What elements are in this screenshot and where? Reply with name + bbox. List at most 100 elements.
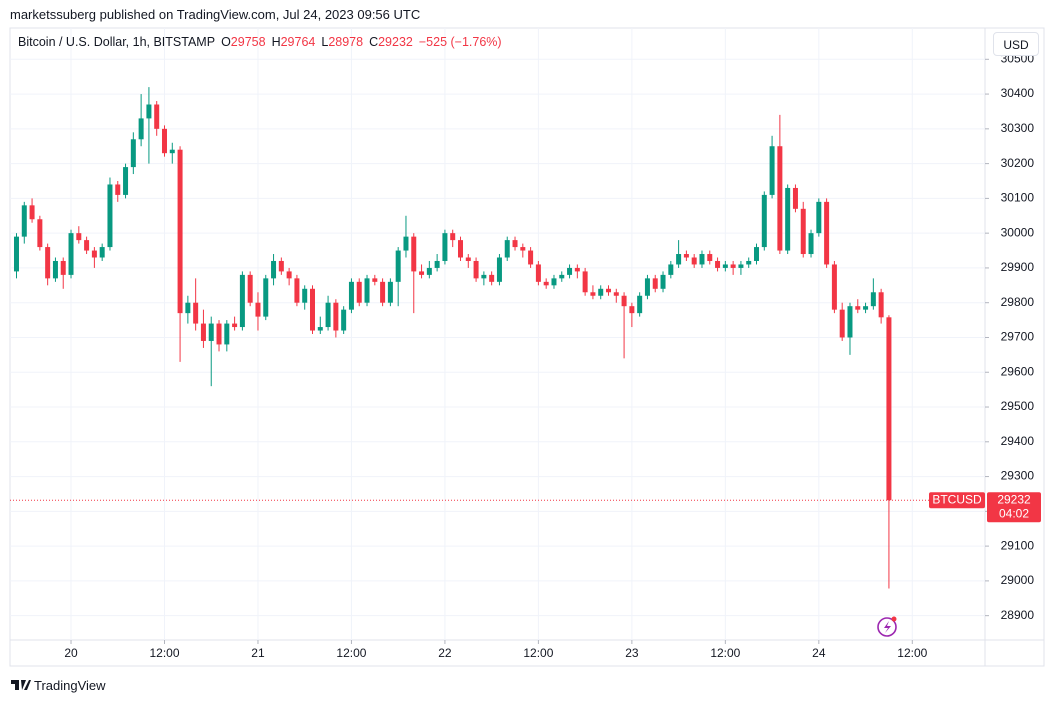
candle-body <box>683 254 689 258</box>
candle-body <box>824 201 830 265</box>
candle-body <box>839 309 845 338</box>
candle-body <box>590 292 596 296</box>
candle-body <box>123 167 129 195</box>
candle-body <box>574 267 580 272</box>
x-tick-label: 22 <box>438 646 452 660</box>
candle-body <box>520 247 526 251</box>
legend-value: 28978 <box>328 35 364 49</box>
y-tick-label: 30000 <box>1001 225 1035 239</box>
candle-body <box>816 201 822 234</box>
candle-body <box>302 288 308 303</box>
x-tick-label: 12:00 <box>523 646 553 660</box>
candle-body <box>154 104 160 129</box>
legend-value: 29758 <box>230 35 266 49</box>
candle-body <box>21 205 27 237</box>
candle-body <box>878 292 884 318</box>
candle-body <box>613 292 619 296</box>
candle-body <box>473 260 479 279</box>
symbol-title: Bitcoin / U.S. Dollar, 1h, BITSTAMP <box>18 35 216 49</box>
legend-label: H <box>271 35 281 49</box>
candle-body <box>13 236 19 272</box>
countdown: 04:02 <box>999 506 1029 520</box>
logo <box>11 680 31 690</box>
x-tick-label: 21 <box>251 646 265 660</box>
candle-body <box>504 240 510 258</box>
y-tick-label: 29900 <box>1001 260 1035 274</box>
candle-body <box>317 327 323 331</box>
candle-body <box>309 288 315 331</box>
candle-body <box>138 118 144 140</box>
legend-label: L <box>321 35 329 49</box>
candle-body <box>442 233 448 261</box>
currency-button[interactable]: USD <box>993 32 1039 56</box>
candle-body <box>161 128 167 154</box>
candle-body <box>785 187 791 251</box>
candle-body <box>341 309 347 331</box>
candle-body <box>45 247 51 279</box>
alert-icon <box>877 616 897 637</box>
y-tick-label: 29400 <box>1001 434 1035 448</box>
y-tick-label: 29700 <box>1001 330 1035 344</box>
candle-body <box>380 281 386 303</box>
candle-body <box>356 281 362 303</box>
candle-body <box>559 274 565 279</box>
candle-body <box>294 278 300 303</box>
candle-body <box>37 219 43 248</box>
frame <box>9 27 1045 667</box>
candle-body <box>286 271 292 279</box>
y-tick-label: 30400 <box>1001 86 1035 100</box>
candle-body <box>177 149 183 314</box>
candle-body <box>637 295 643 314</box>
candle-body <box>169 149 175 154</box>
candle-body <box>146 104 152 119</box>
x-tick-label: 24 <box>812 646 826 660</box>
candle-body <box>395 250 401 282</box>
price-tag <box>987 492 1041 523</box>
legend: Bitcoin / U.S. Dollar, 1h, BITSTAMP O 297… <box>18 35 508 49</box>
candle-body <box>855 306 861 310</box>
candle-body <box>263 278 269 317</box>
candle-body <box>52 260 58 279</box>
candle-body <box>668 264 674 275</box>
candle-body <box>777 146 783 251</box>
candle-body <box>644 278 650 296</box>
brand: TradingView <box>34 678 106 693</box>
candle-body <box>348 281 354 310</box>
y-tick-label: 29300 <box>1001 469 1035 483</box>
candle-body <box>403 236 409 251</box>
legend-label: O <box>221 35 231 49</box>
x-tick-label: 12:00 <box>336 646 366 660</box>
candle-body <box>582 271 588 293</box>
y-tick-label: 30100 <box>1001 191 1035 205</box>
candle-body <box>60 260 66 275</box>
candle-body <box>496 257 502 282</box>
candle-body <box>216 323 222 345</box>
candle-body <box>808 233 814 255</box>
candle-body <box>411 236 417 272</box>
candle-body <box>115 184 121 195</box>
candle-body <box>761 194 767 248</box>
candle-body <box>489 274 495 282</box>
x-tick-label: 12:00 <box>710 646 740 660</box>
candle-body <box>364 278 370 303</box>
candle-body <box>598 288 604 296</box>
candle-body <box>107 184 113 248</box>
candle-body <box>84 240 90 251</box>
candle-body <box>629 306 635 314</box>
y-tick-label: 29500 <box>1001 399 1035 413</box>
candle-body <box>567 267 573 275</box>
candle-body <box>512 240 518 248</box>
candle-body <box>255 302 261 317</box>
candle-body <box>769 146 775 195</box>
candle-body <box>738 264 744 268</box>
candle-body <box>278 260 284 272</box>
legend-label: C <box>369 35 379 49</box>
candle-body <box>271 260 277 279</box>
y-tick-label: 29800 <box>1001 295 1035 309</box>
candle-body <box>606 288 612 293</box>
y-tick-label: 28900 <box>1001 608 1035 622</box>
x-tick-label: 12:00 <box>149 646 179 660</box>
candle-body <box>676 254 682 265</box>
candle-body <box>68 233 74 275</box>
